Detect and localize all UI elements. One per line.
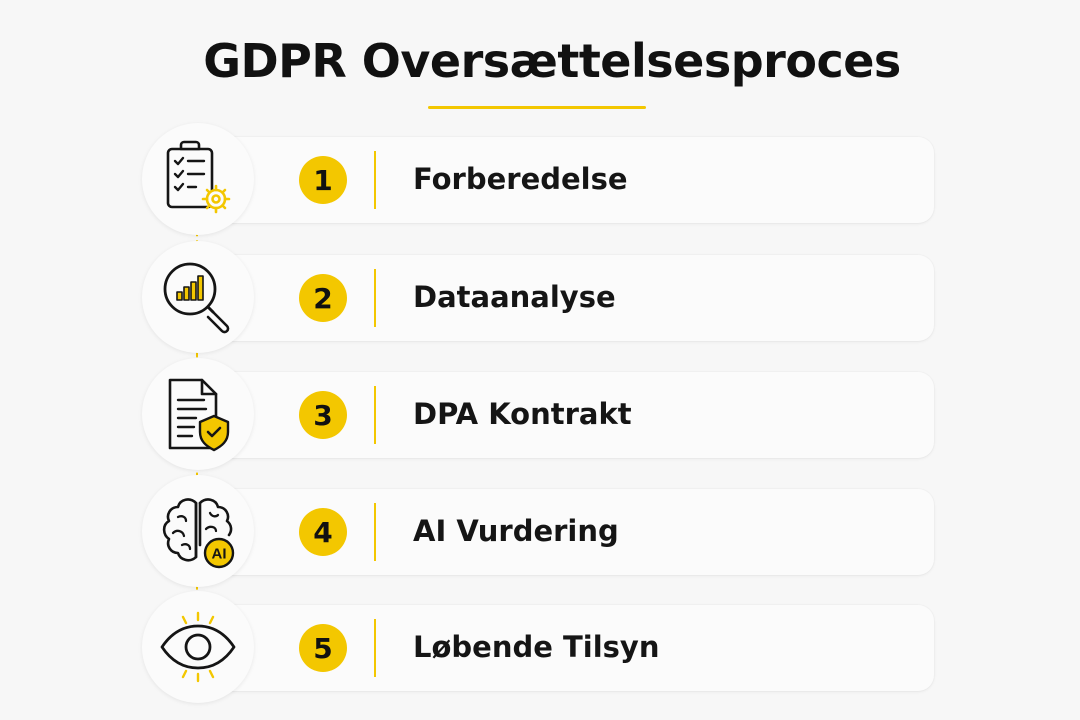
step-number-badge: 1 [299,156,347,204]
step-4: AI 4 AI Vurdering [0,475,1080,587]
step-icon-circle: AI [142,475,254,587]
clipboard-checklist-gear-icon [166,140,231,214]
document-shield-icon [168,378,230,452]
step-label: DPA Kontrakt [413,397,632,431]
title-underline [428,106,646,109]
step-divider [374,151,376,209]
step-1: 1 Forberedelse [0,123,1080,235]
step-number-badge: 5 [299,624,347,672]
step-icon-circle [142,123,254,235]
page-title: GDPR Oversættelsesproces [203,34,901,88]
step-label: Løbende Tilsyn [413,630,660,664]
step-number-badge: 3 [299,391,347,439]
step-label: Dataanalyse [413,280,616,314]
step-5: 5 Løbende Tilsyn [0,591,1080,703]
ai-badge-text: AI [212,546,227,563]
step-divider [374,619,376,677]
step-icon-circle [142,591,254,703]
step-number-badge: 4 [299,508,347,556]
step-divider [374,503,376,561]
step-number-badge: 2 [299,274,347,322]
step-2: 2 Dataanalyse [0,241,1080,353]
step-label: AI Vurdering [413,514,619,548]
step-label: Forberedelse [413,162,628,196]
step-icon-circle [142,358,254,470]
eye-icon [160,611,236,683]
step-icon-circle [142,241,254,353]
brain-ai-icon: AI [162,498,235,569]
magnifier-bar-chart-icon [163,262,230,334]
step-divider [374,269,376,327]
step-divider [374,386,376,444]
step-3: 3 DPA Kontrakt [0,358,1080,470]
